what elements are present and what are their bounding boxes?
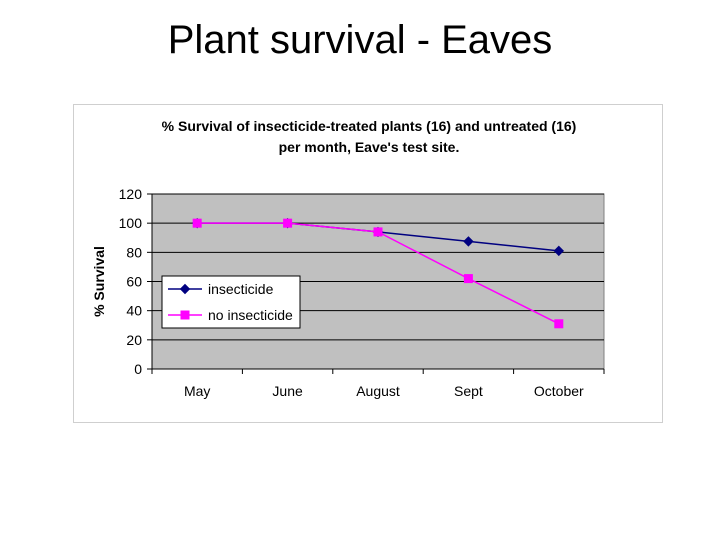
chart-title-line-1: % Survival of insecticide-treated plants… [162, 118, 577, 134]
y-tick-label: 60 [126, 274, 142, 290]
legend: insecticide no insecticide [161, 275, 301, 329]
y-axis-label: % Survival [91, 246, 107, 317]
survival-line-chart: % Survival of insecticide-treated plants… [91, 118, 605, 399]
chart-title: % Survival of insecticide-treated plants… [162, 118, 577, 155]
legend-label: no insecticide [208, 307, 293, 323]
y-tick-label: 120 [119, 186, 143, 202]
data-point [463, 274, 473, 284]
y-tick-label: 100 [119, 215, 143, 231]
x-tick-label: October [534, 383, 584, 399]
data-point [463, 236, 474, 247]
chart-frame: % Survival of insecticide-treated plants… [73, 104, 663, 423]
series-2 [192, 218, 564, 329]
legend-label: insecticide [208, 281, 274, 297]
data-point [553, 245, 565, 257]
chart-title-line-2: per month, Eave's test site. [279, 139, 460, 155]
y-tick-label: 80 [126, 244, 142, 260]
x-tick-label: August [356, 383, 400, 399]
data-point [192, 218, 202, 228]
series [191, 217, 565, 329]
x-tick-label: June [272, 383, 303, 399]
legend-swatch-marker [179, 283, 191, 295]
x-tick-label: Sept [454, 383, 483, 399]
y-tick-label: 20 [126, 332, 142, 348]
y-tick-label: 40 [126, 303, 142, 319]
y-tick-label: 0 [134, 361, 142, 377]
legend-swatch-marker [180, 310, 190, 320]
data-point [373, 227, 383, 237]
x-tick-label: May [184, 383, 210, 399]
legend-item: insecticide [168, 281, 274, 297]
x-axis: May June August Sept October [151, 368, 605, 399]
data-point [283, 218, 293, 228]
y-axis: 0 20 40 60 80 100 120 [119, 186, 153, 377]
slide-title: Plant survival - Eaves [167, 18, 553, 62]
data-point [554, 319, 564, 329]
legend-item: no insecticide [168, 307, 293, 323]
